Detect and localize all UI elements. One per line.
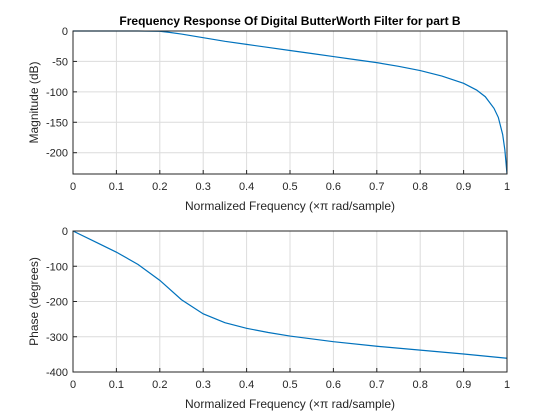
magnitude-y-tick-label: -200 (46, 148, 68, 160)
phase-x-tick-label: 0.7 (369, 379, 384, 391)
magnitude-y-tick-label: -150 (46, 117, 68, 129)
magnitude-y-tick-label: -100 (46, 87, 68, 99)
magnitude-y-tick-label: 0 (62, 26, 68, 38)
magnitude-x-tick-label: 0.1 (109, 181, 124, 193)
magnitude-y-axis-label: Magnitude (dB) (27, 61, 41, 143)
phase-x-tick-label: 0.9 (456, 379, 471, 391)
magnitude-x-tick-label: 0.6 (326, 181, 341, 193)
phase-x-tick-label: 0.3 (196, 379, 211, 391)
phase-y-tick-label: -400 (46, 367, 68, 379)
phase-axes-frame (72, 230, 508, 373)
magnitude-x-tick-label: 1 (504, 181, 510, 193)
magnitude-x-tick-label: 0.8 (413, 181, 428, 193)
phase-x-tick-label: 0 (70, 379, 76, 391)
phase-y-tick-label: -300 (46, 332, 68, 344)
magnitude-series-line (73, 30, 508, 175)
magnitude-y-tick-label: -50 (52, 56, 68, 68)
phase-x-tick-label: 0.2 (152, 379, 167, 391)
phase-x-tick-label: 0.8 (413, 379, 428, 391)
phase-x-axis-label: Normalized Frequency (×π rad/sample) (185, 397, 395, 411)
magnitude-plot: 0 0.1 0.2 0.3 0.4 0.5 0.6 0.7 0.8 0.9 1 0 -50 -100 -15… (27, 26, 510, 213)
magnitude-x-tick-label: 0.2 (152, 181, 167, 193)
phase-series-line (72, 230, 508, 359)
phase-y-axis-label: Phase (degrees) (27, 257, 41, 346)
phase-y-tick-label: -100 (46, 261, 68, 273)
phase-x-tick-label: 0.1 (109, 379, 124, 391)
chart-title: Frequency Response Of Digital ButterWort… (119, 14, 460, 28)
magnitude-x-tick-label: 0.7 (369, 181, 384, 193)
magnitude-x-tick-label: 0.3 (196, 181, 211, 193)
magnitude-x-tick-label: 0 (70, 181, 76, 193)
magnitude-x-tick-label: 0.4 (239, 181, 254, 193)
phase-x-tick-label: 0.4 (239, 379, 254, 391)
phase-y-tick-label: 0 (62, 226, 68, 238)
phase-plot: 0 0.1 0.2 0.3 0.4 0.5 0.6 0.7 0.8 0.9 1 0 -100 -200 -3… (27, 226, 510, 411)
magnitude-axes-frame (72, 30, 508, 175)
magnitude-x-tick-label: 0.9 (456, 181, 471, 193)
phase-y-tick-label: -200 (46, 297, 68, 309)
phase-x-tick-label: 1 (504, 379, 510, 391)
phase-x-tick-label: 0.5 (282, 379, 297, 391)
phase-x-tick-label: 0.6 (326, 379, 341, 391)
magnitude-x-axis-label: Normalized Frequency (×π rad/sample) (185, 199, 395, 213)
magnitude-x-tick-label: 0.5 (282, 181, 297, 193)
